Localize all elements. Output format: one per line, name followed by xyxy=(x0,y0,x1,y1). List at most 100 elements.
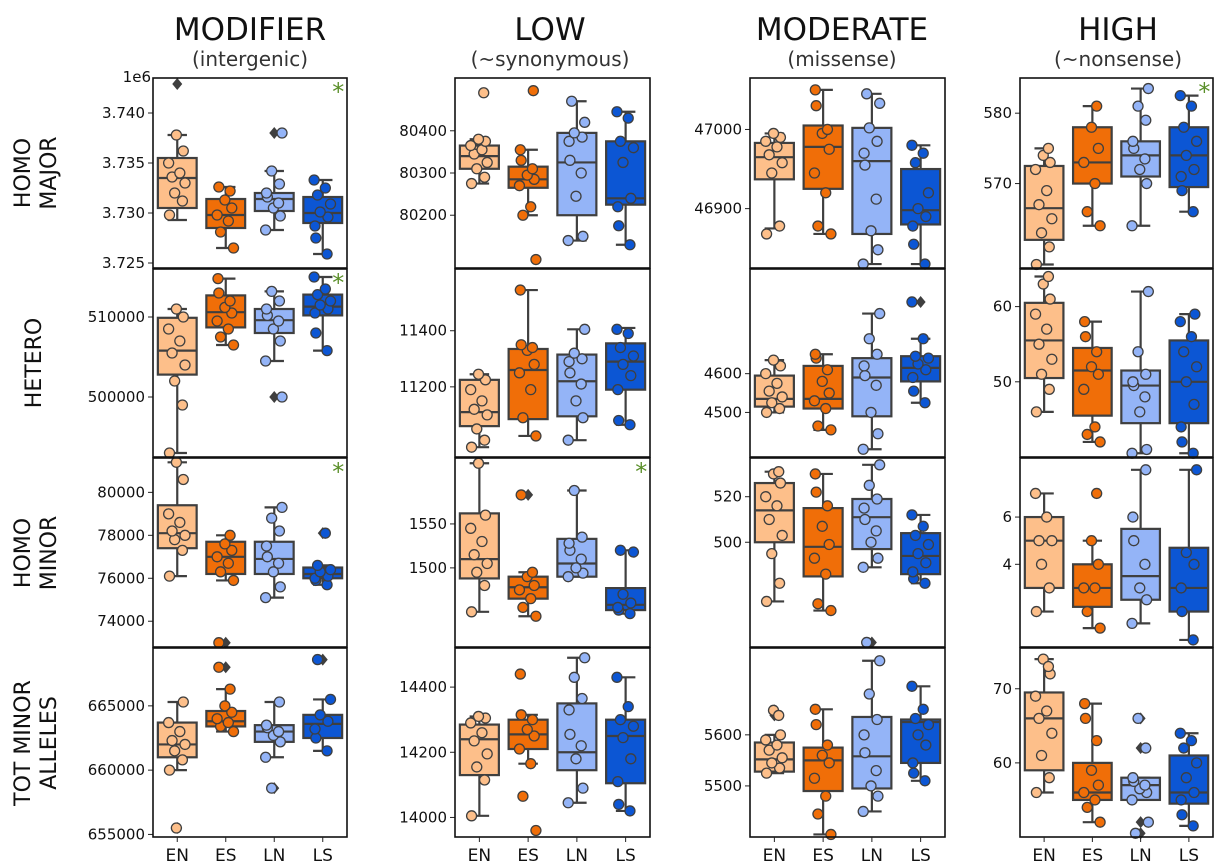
data-point xyxy=(514,284,526,296)
data-point xyxy=(771,500,783,512)
data-point xyxy=(163,209,176,221)
box-body xyxy=(1023,164,1065,241)
data-point xyxy=(176,754,189,766)
data-point xyxy=(1085,361,1098,373)
box-ES xyxy=(802,84,844,240)
data-point xyxy=(810,718,822,731)
data-point xyxy=(874,307,886,320)
data-point xyxy=(625,597,637,609)
data-point xyxy=(514,668,526,680)
data-point xyxy=(170,303,183,315)
box-LN xyxy=(253,127,295,236)
data-point xyxy=(624,239,636,251)
data-point xyxy=(276,127,288,139)
box-ES xyxy=(205,529,247,649)
data-point xyxy=(174,725,186,738)
box-ES xyxy=(802,348,844,436)
data-point xyxy=(267,323,280,335)
panel-r2-c3: 46 xyxy=(1002,457,1214,648)
data-point xyxy=(226,544,238,557)
data-point xyxy=(272,557,285,569)
data-point xyxy=(309,723,321,735)
ytick-label: 5500 xyxy=(704,777,742,795)
box-EN xyxy=(1023,270,1065,418)
data-point xyxy=(1030,406,1043,418)
data-point xyxy=(1029,487,1042,500)
data-point xyxy=(274,335,286,347)
data-point xyxy=(760,734,772,746)
data-point xyxy=(1176,184,1188,197)
data-point xyxy=(1085,764,1098,776)
data-point xyxy=(481,409,493,421)
data-point xyxy=(821,123,834,136)
data-point xyxy=(311,559,324,572)
ytick-label: 580 xyxy=(983,104,1012,122)
data-point xyxy=(872,244,884,256)
data-point xyxy=(1078,156,1090,169)
data-point xyxy=(260,540,273,552)
data-point xyxy=(224,295,236,307)
data-point xyxy=(314,299,326,311)
data-point xyxy=(575,553,587,565)
data-point xyxy=(760,406,773,419)
data-point xyxy=(859,747,871,759)
data-point xyxy=(865,225,877,237)
data-point xyxy=(763,744,775,756)
data-point xyxy=(211,315,223,327)
data-point xyxy=(579,323,591,335)
data-point xyxy=(809,468,821,480)
data-point xyxy=(812,808,824,820)
data-point xyxy=(912,729,924,741)
data-point xyxy=(1089,177,1101,190)
column-title-0: MODIFIER xyxy=(174,12,326,48)
data-point xyxy=(858,502,870,514)
data-point xyxy=(576,692,588,705)
data-point xyxy=(465,441,478,453)
data-point xyxy=(563,537,575,549)
box-LS xyxy=(605,671,647,817)
box-EN xyxy=(458,87,500,190)
data-point xyxy=(871,713,883,726)
data-point xyxy=(481,557,493,570)
data-point xyxy=(1042,660,1055,673)
data-point xyxy=(468,403,480,415)
data-point xyxy=(920,557,932,569)
xtick-label-ES: ES xyxy=(517,846,539,864)
box-LN xyxy=(556,652,598,809)
column-title-3: HIGH xyxy=(1078,12,1158,48)
data-point xyxy=(611,671,623,683)
box-LS xyxy=(900,295,942,409)
data-point xyxy=(517,412,529,424)
data-point xyxy=(465,810,478,822)
data-point xyxy=(922,187,935,199)
data-point xyxy=(564,154,576,166)
data-point xyxy=(1094,816,1106,828)
box-LN xyxy=(556,323,598,446)
data-point xyxy=(1127,135,1139,147)
data-point xyxy=(1174,315,1186,328)
data-point xyxy=(513,180,526,192)
data-point xyxy=(1176,809,1188,821)
data-point xyxy=(1089,582,1101,594)
data-point xyxy=(773,709,785,722)
data-point xyxy=(1085,121,1098,133)
significance-star: * xyxy=(332,458,344,486)
data-point xyxy=(179,177,191,189)
box-LN xyxy=(851,655,893,818)
data-point xyxy=(920,210,932,223)
data-point xyxy=(1033,199,1045,211)
box-EN xyxy=(156,696,198,834)
data-point xyxy=(226,202,238,214)
data-point xyxy=(468,735,480,747)
panel-r1-c1: 11200 11400 xyxy=(399,268,651,458)
box-body xyxy=(900,532,942,576)
data-point xyxy=(907,220,919,232)
row-label-tot-minor-alleles-line1: TOT MINOR xyxy=(11,680,36,807)
data-point xyxy=(1174,727,1186,739)
data-point xyxy=(226,706,238,718)
data-point xyxy=(614,135,627,147)
column-title-2: MODERATE xyxy=(756,12,928,48)
data-point xyxy=(909,157,922,169)
data-point xyxy=(1188,163,1200,176)
data-point xyxy=(1175,170,1187,183)
